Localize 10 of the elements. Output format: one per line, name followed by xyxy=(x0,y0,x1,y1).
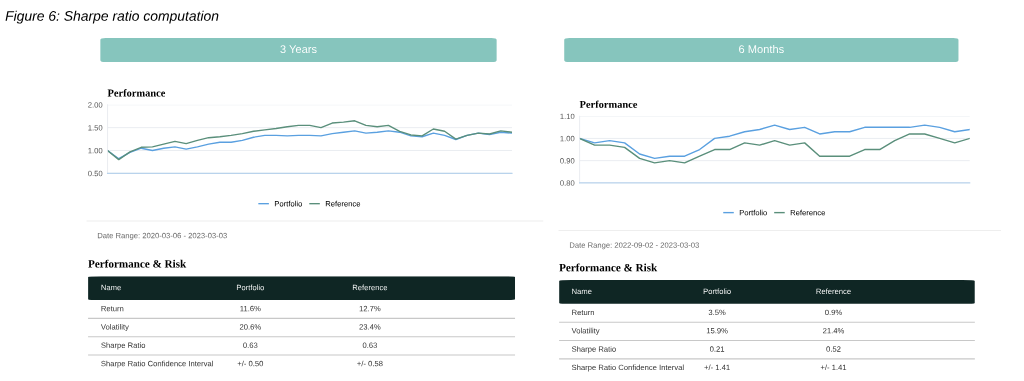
chart-subtitle: 6 Months xyxy=(739,44,784,54)
text: Performance & Risk xyxy=(559,263,658,272)
chart-title: Performance xyxy=(107,89,166,97)
line-series xyxy=(579,133,970,164)
chart-subtitle: 3 Years xyxy=(280,45,317,54)
line-series xyxy=(107,120,512,161)
chart-title: Performance xyxy=(579,100,638,108)
line-series xyxy=(579,124,970,160)
text: Performance & Risk xyxy=(88,259,187,268)
text: Figure 6: Sharpe ratio computation xyxy=(5,10,219,24)
